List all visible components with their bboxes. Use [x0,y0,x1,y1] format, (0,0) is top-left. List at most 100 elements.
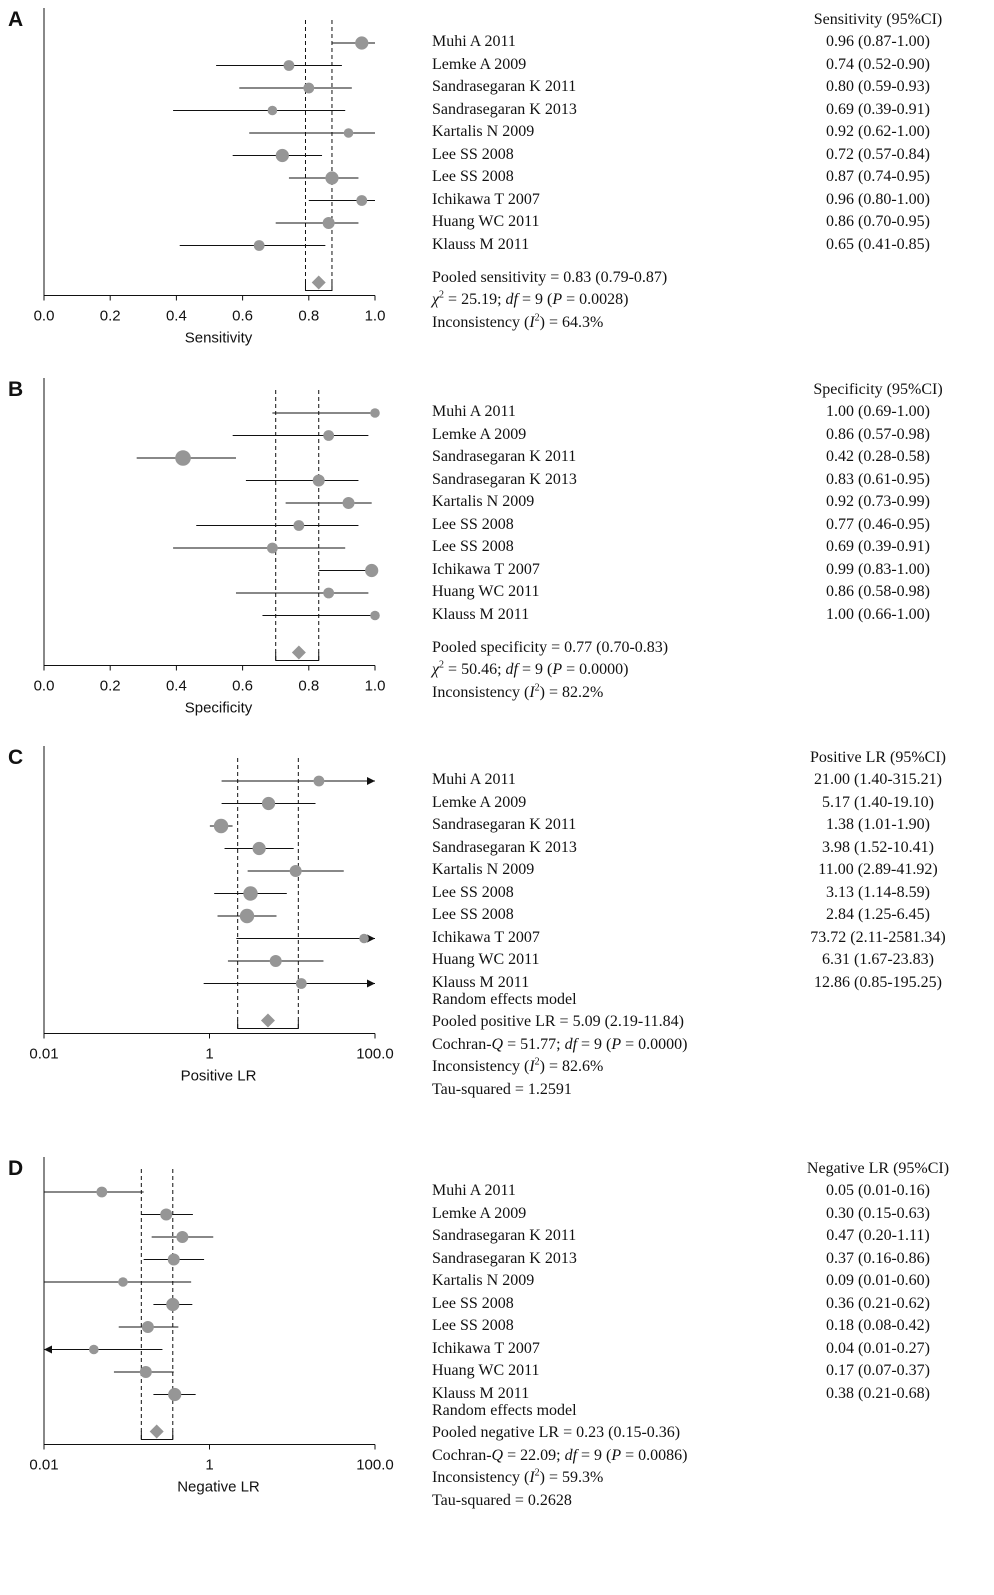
study-mark [275,217,359,229]
study-mark [143,1253,205,1266]
x-tick-label: 100.0 [356,1046,394,1063]
study-point-estimate [253,240,265,251]
study-value: 0.72 (0.57-0.84) [826,145,930,163]
study-value: 0.96 (0.87-1.00) [826,33,930,50]
study-name: Huang WC 2011 [432,583,540,600]
study-point-estimate [289,865,302,877]
stat-text: Pooled negative LR = 0.23 (0.15-0.36) [432,1424,681,1441]
study-name: Kartalis N 2009 [432,1272,535,1289]
study-point-estimate [322,217,335,229]
study-mark [227,955,324,967]
study-point-estimate [139,1366,152,1378]
study-mark [153,1297,193,1312]
study-point-estimate [342,497,355,509]
study-mark [308,195,375,206]
x-tick-label: 0.4 [166,678,187,695]
study-value: 0.42 (0.28-0.58) [826,448,930,465]
study-name: Sandrasegaran K 2011 [432,816,577,833]
panel-label: D [8,1157,24,1180]
x-tick-label: 1 [205,1046,213,1063]
panel-label: C [8,746,24,769]
study-value: 0.30 (0.15-0.63) [826,1204,930,1222]
x-axis-title: Specificity [185,700,253,717]
study-mark [224,841,294,856]
stat-line: Inconsistency (I2) = 82.2% [432,682,604,701]
column-header: Specificity (95%CI) [813,381,943,398]
study-value: 0.05 (0.01-0.16) [826,1182,930,1199]
study-name: Lemke A 2009 [432,425,527,443]
study-name: Lee SS 2008 [432,883,514,901]
study-mark [151,1231,214,1243]
x-tick-label: 0.2 [100,678,121,695]
x-tick-label: 0.6 [232,308,253,325]
study-mark [288,171,359,185]
study-point-estimate [313,775,325,787]
x-tick-label: 0.4 [166,308,187,325]
study-name: Kartalis N 2009 [432,493,535,510]
study-value: 21.00 (1.40-315.21) [814,771,942,788]
study-mark [214,886,287,901]
study-value: 6.31 (1.67-23.83) [822,951,934,968]
column-header: Negative LR (95%CI) [806,1160,950,1177]
forest-plot-area: 0.0 0.2 0.4 0.6 0.8 1.0 Specificity [34,378,385,717]
study-name: Huang WC 2011 [432,213,540,230]
ci-overflow-arrow [367,979,375,988]
forest-panel-c: C 0.01 1 100.0 Positive LR Positive LR (95%CI… [0,746,994,1184]
study-mark [221,796,316,811]
study-name: Sandrasegaran K 2011 [432,78,577,95]
study-point-estimate [269,955,282,967]
pooled-ci-bracket [275,652,320,661]
x-tick-label: 0.0 [34,308,55,325]
study-name: Sandrasegaran K 2013 [432,470,577,488]
forest-panel-d: D 0.01 1 100.0 Negative LR Negative LR (95%CI… [0,1157,994,1595]
study-value: 0.86 (0.70-0.95) [826,213,930,230]
study-mark [221,775,375,787]
study-value: 0.65 (0.41-0.85) [826,235,930,253]
x-tick-label: 1 [205,1457,213,1474]
study-point-estimate [89,1344,99,1355]
study-value: 0.18 (0.08-0.42) [826,1317,930,1334]
study-mark [272,408,380,418]
study-point-estimate [213,818,229,834]
study-point-estimate [261,796,276,811]
study-name: Huang WC 2011 [432,1362,540,1379]
study-mark [232,430,369,441]
stat-text: Random effects model [432,1401,577,1419]
study-name: Huang WC 2011 [432,951,540,968]
stat-line: Pooled negative LR = 0.23 (0.15-0.36) [432,1424,680,1442]
study-value: 3.13 (1.14-8.59) [826,883,930,901]
x-axis-title: Positive LR [181,1068,257,1085]
study-value: 0.99 (0.83-1.00) [826,560,930,578]
pooled-estimate-diamond [311,275,326,290]
study-value: 1.38 (1.01-1.90) [826,816,930,833]
study-value: 0.92 (0.62-1.00) [826,123,930,140]
study-name: Lee SS 2008 [432,1294,514,1312]
study-name: Ichikawa T 2007 [432,560,540,578]
study-mark [249,128,375,138]
study-point-estimate [167,1253,180,1266]
study-name: Muhi A 2011 [432,33,516,50]
study-name: Sandrasegaran K 2011 [432,1227,577,1244]
study-value: 0.83 (0.61-0.95) [826,470,930,488]
study-mark [331,36,375,50]
study-point-estimate [118,1277,128,1287]
study-name: Klauss M 2011 [432,605,530,623]
column-header: Positive LR (95%CI) [810,749,946,766]
pooled-estimate-diamond [291,645,306,660]
study-point-estimate [275,148,289,163]
panel-label: B [8,378,24,401]
study-value: 0.47 (0.20-1.11) [826,1227,930,1244]
stat-line: χ2 = 50.46; df = 9 (P = 0.0000) [432,659,629,678]
study-point-estimate [96,1186,108,1198]
forest-panel-b: B 0.0 0.2 0.4 0.6 0.8 1.0 Specificity Specificit… [0,378,994,816]
study-point-estimate [175,450,191,466]
study-mark [203,978,375,989]
stat-text: Tau-squared = 1.2591 [432,1080,572,1098]
study-value: 0.69 (0.39-0.91) [826,538,930,555]
study-value: 0.04 (0.01-0.27) [826,1339,930,1357]
ci-overflow-arrow [367,934,375,943]
study-name: Lee SS 2008 [432,538,514,555]
study-mark [318,563,379,578]
study-mark [153,1387,196,1402]
stat-line: χ2 = 25.19; df = 9 (P = 0.0028) [432,289,629,308]
